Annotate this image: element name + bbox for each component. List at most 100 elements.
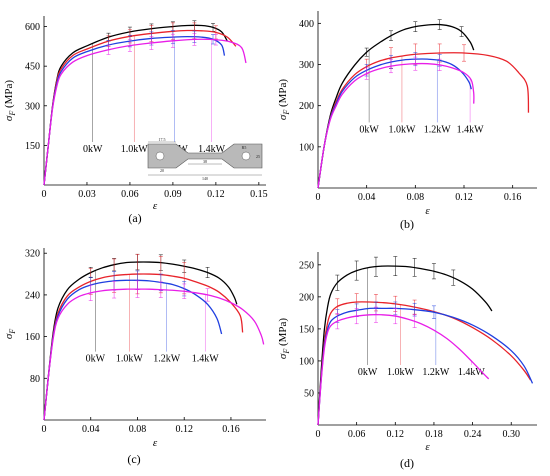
y-tick-label: 320 <box>25 249 40 260</box>
x-tick-label: 0.30 <box>502 429 520 440</box>
x-axis-label: ε <box>425 441 430 453</box>
series-line-1.4kW <box>317 313 490 426</box>
error-bar <box>437 19 442 30</box>
series-line-1.4kW <box>43 288 265 421</box>
y-tick-label: 240 <box>25 290 40 301</box>
x-tick-label: 0.16 <box>504 192 522 203</box>
series-line-0kW <box>317 23 475 189</box>
specimen-inset-drawing: 17.5 R5 20 38 25 140 <box>147 137 263 181</box>
y-axis-label: σF (MPa) <box>277 318 291 360</box>
annotation-label: 1.4kW <box>192 354 220 365</box>
series-line-1.4kW <box>317 62 475 189</box>
panel-label: (b) <box>400 217 414 231</box>
annotation-label: 0kW <box>359 124 379 135</box>
y-tick-label: 200 <box>299 292 314 303</box>
annotation-label: 1.0kW <box>116 354 144 365</box>
x-tick-label: 0.15 <box>250 189 268 200</box>
panel-label: (a) <box>128 211 141 225</box>
x-tick-label: 0 <box>42 189 47 200</box>
error-bar <box>364 47 369 57</box>
y-tick-label: 400 <box>299 19 314 30</box>
error-bar <box>213 34 218 46</box>
y-axis-label: σF (MPa) <box>3 80 17 122</box>
x-tick-label: 0.04 <box>358 192 376 203</box>
error-bar <box>373 306 378 323</box>
panel-label: (c) <box>127 452 140 466</box>
chart-panel-b: 0 0.04 0.08 0.12 0.16 100 200 300 400 ε σF (MPa) 0k… <box>277 11 537 231</box>
x-tick-label: 0.08 <box>407 192 425 203</box>
error-bar <box>412 258 417 277</box>
error-bar <box>393 308 398 325</box>
error-bar <box>112 281 117 299</box>
series-line-1.2kW <box>317 307 534 426</box>
error-bar <box>389 30 393 41</box>
error-bar <box>354 260 359 281</box>
series-line-1.2kW <box>43 279 223 421</box>
error-bar <box>335 274 340 291</box>
error-bar <box>437 58 442 71</box>
x-axis-label: ε <box>425 205 430 217</box>
error-bar <box>412 314 417 328</box>
error-bar <box>149 36 154 50</box>
x-tick-label: 0.06 <box>121 189 139 200</box>
panel-label: (d) <box>400 456 414 470</box>
annotation-label: 1.0kW <box>387 367 415 378</box>
annotation-label: 1.2kW <box>153 354 181 365</box>
error-bar <box>192 33 197 46</box>
error-bar <box>354 308 359 325</box>
error-bar <box>373 256 378 277</box>
chart-panel-c: 0 0.04 0.08 0.12 0.16 80 160 240 320 ε σF 0kW 1.0kW 1… <box>3 248 266 466</box>
x-tick-label: 0.03 <box>78 189 96 200</box>
inset-dimension-label: 20 <box>160 168 164 173</box>
series-line-0kW <box>43 24 228 186</box>
annotation-label: 1.4kW <box>198 144 226 155</box>
series-line-0kW <box>317 265 493 426</box>
x-tick-label: 0 <box>42 424 47 435</box>
annotation-label: 1.0kW <box>121 144 149 155</box>
annotation-label: 0kW <box>358 367 378 378</box>
x-axis-label: ε <box>153 437 158 449</box>
annotation-label: 1.4kW <box>458 367 486 378</box>
error-bar <box>389 59 393 74</box>
annotation-label: 0kW <box>86 354 106 365</box>
x-tick-label: 0.24 <box>464 429 482 440</box>
y-tick-label: 200 <box>299 101 314 112</box>
error-bar <box>451 269 456 286</box>
error-bar <box>205 266 210 279</box>
x-tick-label: 0.18 <box>425 429 443 440</box>
error-bar <box>413 21 418 32</box>
error-bar <box>393 256 398 277</box>
specimen-hole-right <box>241 151 251 161</box>
error-bar <box>205 288 210 302</box>
x-tick-label: 0.12 <box>455 192 473 203</box>
x-tick-label: 0.16 <box>222 424 240 435</box>
y-tick-label: 150 <box>25 141 40 152</box>
error-bar <box>158 281 163 298</box>
error-bar <box>182 283 187 299</box>
x-tick-label: 0.08 <box>129 424 147 435</box>
x-tick-label: 0.12 <box>387 429 405 440</box>
x-tick-label: 0.04 <box>82 424 100 435</box>
y-tick-label: 80 <box>30 374 40 385</box>
chart-panel-d: 0 0.06 0.12 0.18 0.24 0.30 50 100 150 200 250 ε σF (… <box>277 252 537 470</box>
annotation-label: 1.0kW <box>388 124 416 135</box>
series-line-1.4kW <box>43 38 247 186</box>
inset-dimension-label: 25 <box>256 154 260 159</box>
y-tick-label: 250 <box>299 260 314 271</box>
error-bar <box>135 280 140 298</box>
x-tick-label: 0 <box>316 429 321 440</box>
error-bar <box>170 33 175 48</box>
annotation-label: 1.2kW <box>422 367 450 378</box>
series-line-1.0kW <box>317 301 532 426</box>
y-tick-label: 160 <box>25 332 40 343</box>
y-axis-label: σF (MPa) <box>277 79 291 121</box>
chart-panel-a: 0 0.03 0.06 0.09 0.12 0.15 150 300 450 600 ε σF (MP… <box>3 16 268 225</box>
error-bar <box>462 44 466 62</box>
specimen-hole-left <box>155 151 165 161</box>
error-bar <box>431 305 436 319</box>
inset-dimension-label: 17.5 <box>159 137 166 142</box>
error-bar <box>335 313 340 330</box>
series-line-1.0kW <box>317 52 530 189</box>
x-tick-label: 0.12 <box>175 424 193 435</box>
